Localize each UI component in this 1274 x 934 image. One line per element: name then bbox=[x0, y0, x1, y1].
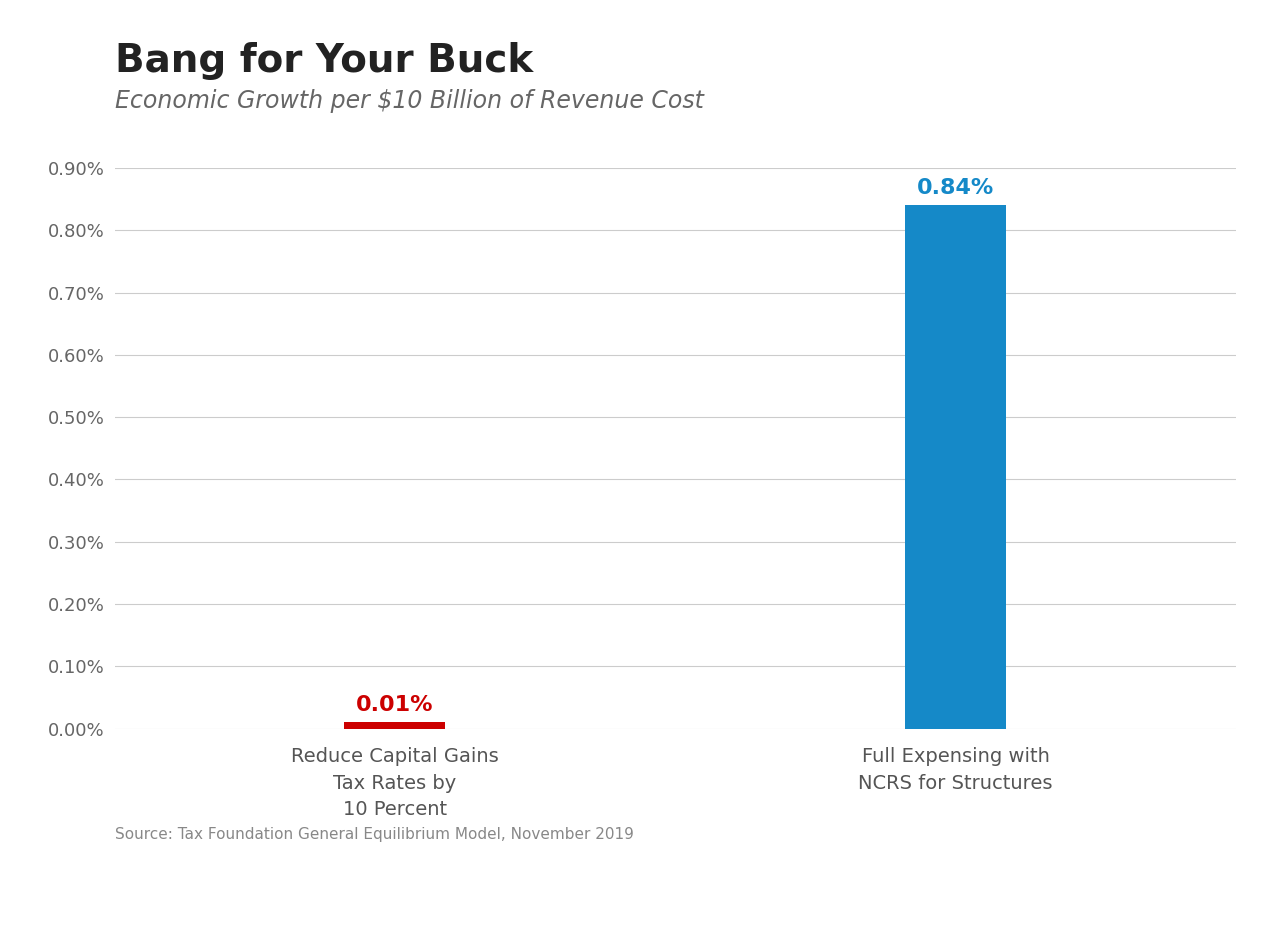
Text: 0.84%: 0.84% bbox=[917, 178, 994, 198]
Text: 0.01%: 0.01% bbox=[357, 695, 433, 715]
Text: @TaxFoundation: @TaxFoundation bbox=[1059, 889, 1242, 909]
Bar bbox=[905, 205, 1006, 729]
Text: Economic Growth per $10 Billion of Revenue Cost: Economic Growth per $10 Billion of Reven… bbox=[115, 89, 703, 113]
Text: Bang for Your Buck: Bang for Your Buck bbox=[115, 42, 533, 80]
Text: TAX FOUNDATION: TAX FOUNDATION bbox=[32, 889, 252, 909]
Bar bbox=[344, 722, 446, 729]
Text: Source: Tax Foundation General Equilibrium Model, November 2019: Source: Tax Foundation General Equilibri… bbox=[115, 827, 633, 842]
